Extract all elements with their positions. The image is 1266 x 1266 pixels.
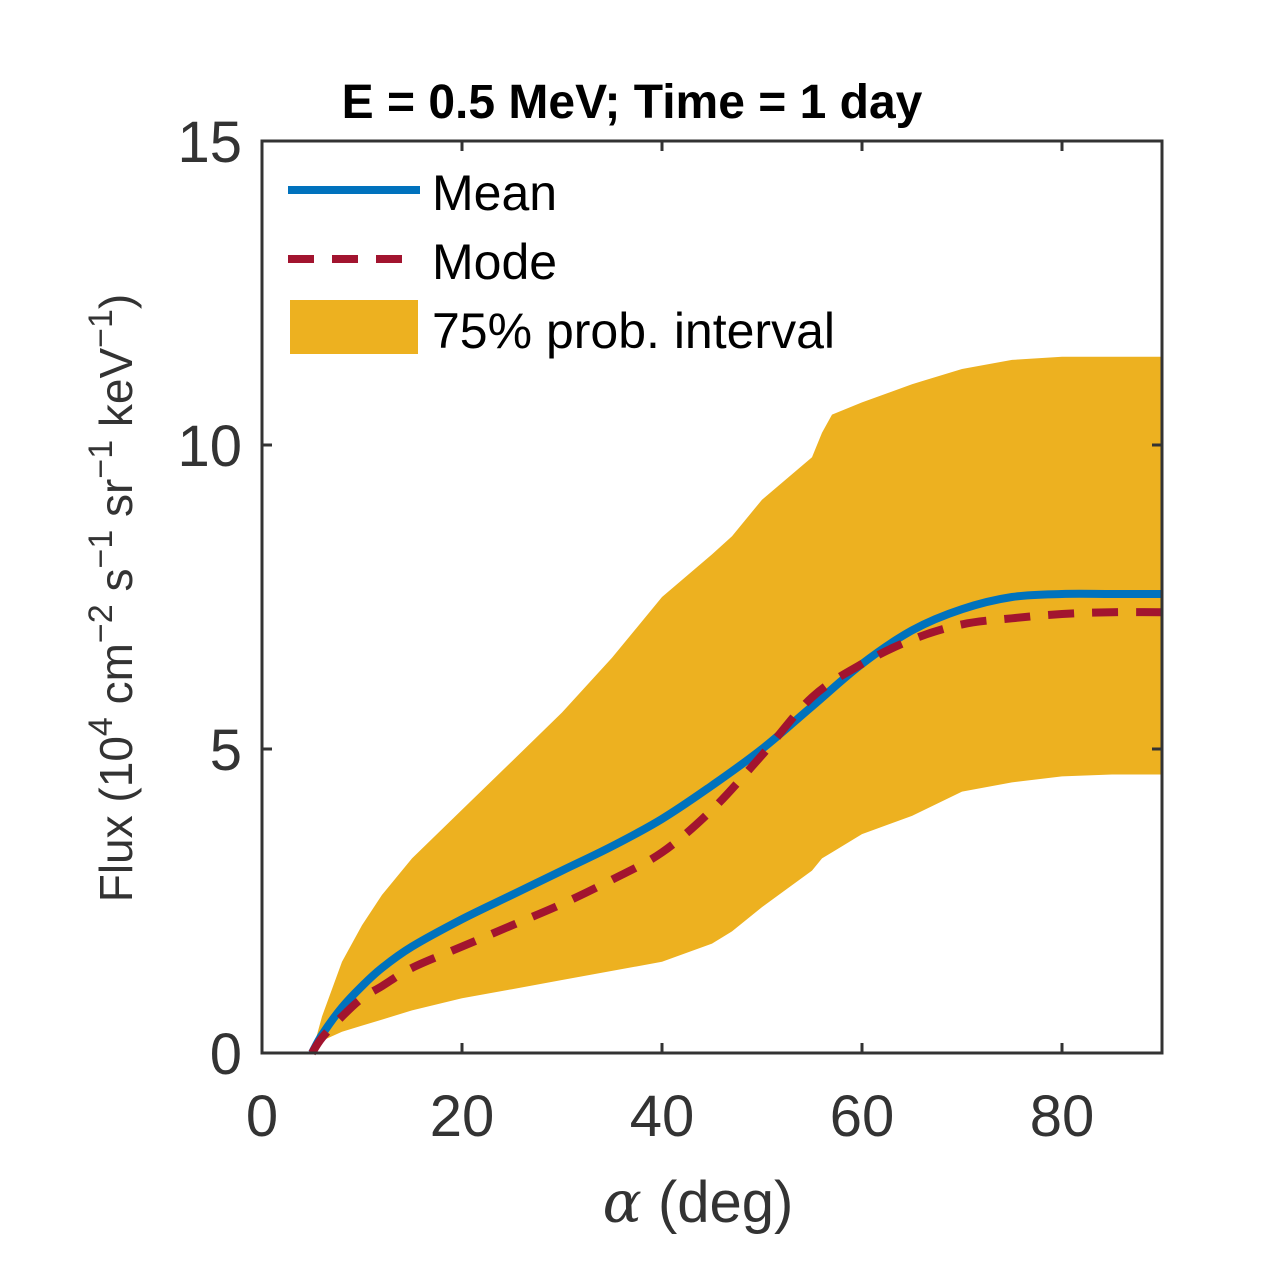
y-axis-label: Flux (104 cm−2 s−1 sr−1 keV−1) [82,294,142,903]
y-label-kev: keV [90,348,142,440]
legend-mean-label: Mean [432,165,557,221]
y-label-exp-4: 4 [82,717,120,736]
probability-band [312,356,1162,1053]
legend: Mean Mode 75% prob. interval [288,165,835,359]
x-tick-label: 0 [246,1084,278,1149]
legend-band-label: 75% prob. interval [432,303,835,359]
chart-title: E = 0.5 MeV; Time = 1 day [342,76,923,129]
y-label-cm: cm [90,643,142,717]
y-label-exp-m2: −2 [82,604,120,643]
axes-box [260,139,1164,1055]
y-label-sr: sr [90,479,142,530]
y-tick-label: 15 [177,110,242,175]
mode-line [308,608,1163,1056]
y-label-exp-m1c: −1 [82,309,120,348]
x-tick-label: 20 [430,1084,495,1149]
y-tick-label: 10 [177,414,242,479]
y-label-exp-m1b: −1 [82,440,120,479]
legend-mode-label: Mode [432,234,557,290]
y-label-suffix: ) [90,294,142,309]
x-axis-label: α (deg) [603,1168,794,1236]
alpha-symbol: α [603,1168,642,1236]
x-tick-label: 40 [630,1084,695,1149]
x-tick-label: 60 [830,1084,895,1149]
legend-band-swatch [290,300,418,354]
y-tick-label: 0 [210,1022,242,1087]
x-axis-unit: (deg) [642,1170,794,1235]
y-label-exp-m1a: −1 [82,530,120,569]
mean-line [308,589,1162,1055]
y-label-prefix: Flux (10 [90,736,142,902]
y-label-s: s [90,569,142,605]
plot-area [308,356,1163,1056]
y-tick-label: 5 [210,718,242,783]
x-tick-label: 80 [1030,1084,1095,1149]
axis-ticks [260,139,1162,1055]
